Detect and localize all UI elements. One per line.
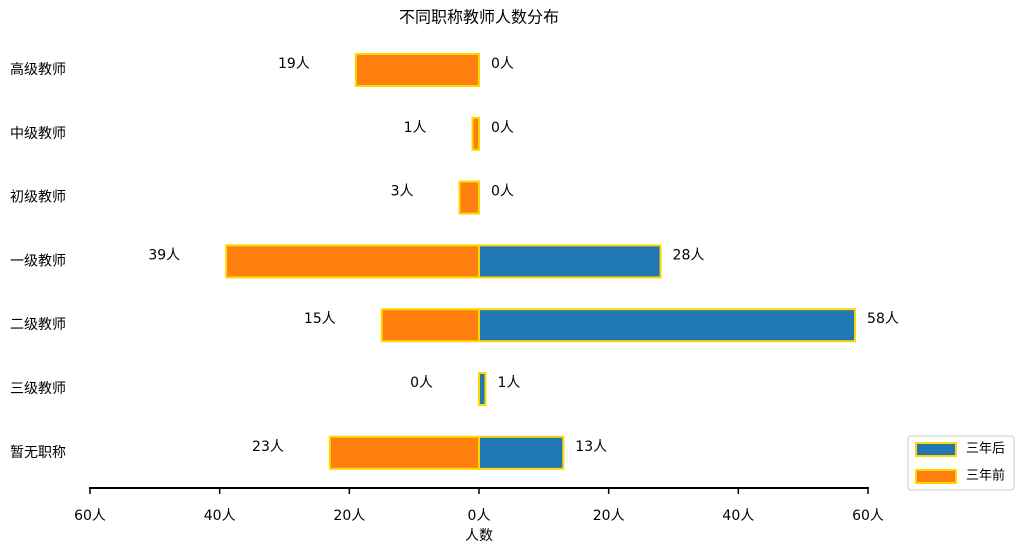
value-label: 1人 <box>404 120 427 136</box>
value-label: 13人 <box>575 439 607 455</box>
value-label: 28人 <box>673 247 705 263</box>
y-tick-label: 一级教师 <box>10 253 66 269</box>
value-label: 0人 <box>410 375 433 391</box>
y-tick-label: 三级教师 <box>10 381 66 397</box>
x-tick-label: 0人 <box>468 508 491 524</box>
bar <box>478 308 857 343</box>
value-label: 58人 <box>867 311 899 327</box>
bar <box>458 180 480 215</box>
bar <box>354 53 481 87</box>
value-label: 15人 <box>304 311 336 327</box>
legend-label: 三年前 <box>966 468 1005 484</box>
x-axis-label: 人数 <box>465 528 493 544</box>
chart-title: 不同职称教师人数分布 <box>399 8 559 27</box>
bar <box>478 372 487 406</box>
x-tick-label: 40人 <box>722 508 754 524</box>
y-tick-label: 二级教师 <box>10 317 66 333</box>
bar <box>471 116 480 151</box>
bar <box>478 244 662 279</box>
legend-label: 三年后 <box>966 442 1005 457</box>
y-tick-label: 初级教师 <box>10 189 66 206</box>
x-tick-label: 60人 <box>852 508 884 524</box>
bar <box>328 435 480 470</box>
bar <box>380 308 480 343</box>
value-label: 0人 <box>491 120 514 136</box>
legend-swatch <box>915 442 957 457</box>
y-tick-label: 中级教师 <box>10 126 66 142</box>
y-tick-label: 暂无职称 <box>10 445 66 461</box>
legend-swatch <box>915 469 957 484</box>
value-label: 0人 <box>491 56 514 72</box>
x-tick-label: 20人 <box>333 508 365 524</box>
bar <box>225 244 480 279</box>
bar <box>478 435 565 470</box>
value-label: 39人 <box>148 247 180 263</box>
value-label: 1人 <box>497 375 520 391</box>
y-tick-label: 高级教师 <box>10 61 66 78</box>
x-tick-label: 60人 <box>74 508 106 524</box>
value-label: 0人 <box>491 184 514 200</box>
value-label: 19人 <box>278 56 310 72</box>
x-tick-label: 20人 <box>593 508 625 524</box>
value-label: 23人 <box>252 439 284 455</box>
x-tick-label: 40人 <box>204 508 236 524</box>
value-label: 3人 <box>391 184 414 200</box>
